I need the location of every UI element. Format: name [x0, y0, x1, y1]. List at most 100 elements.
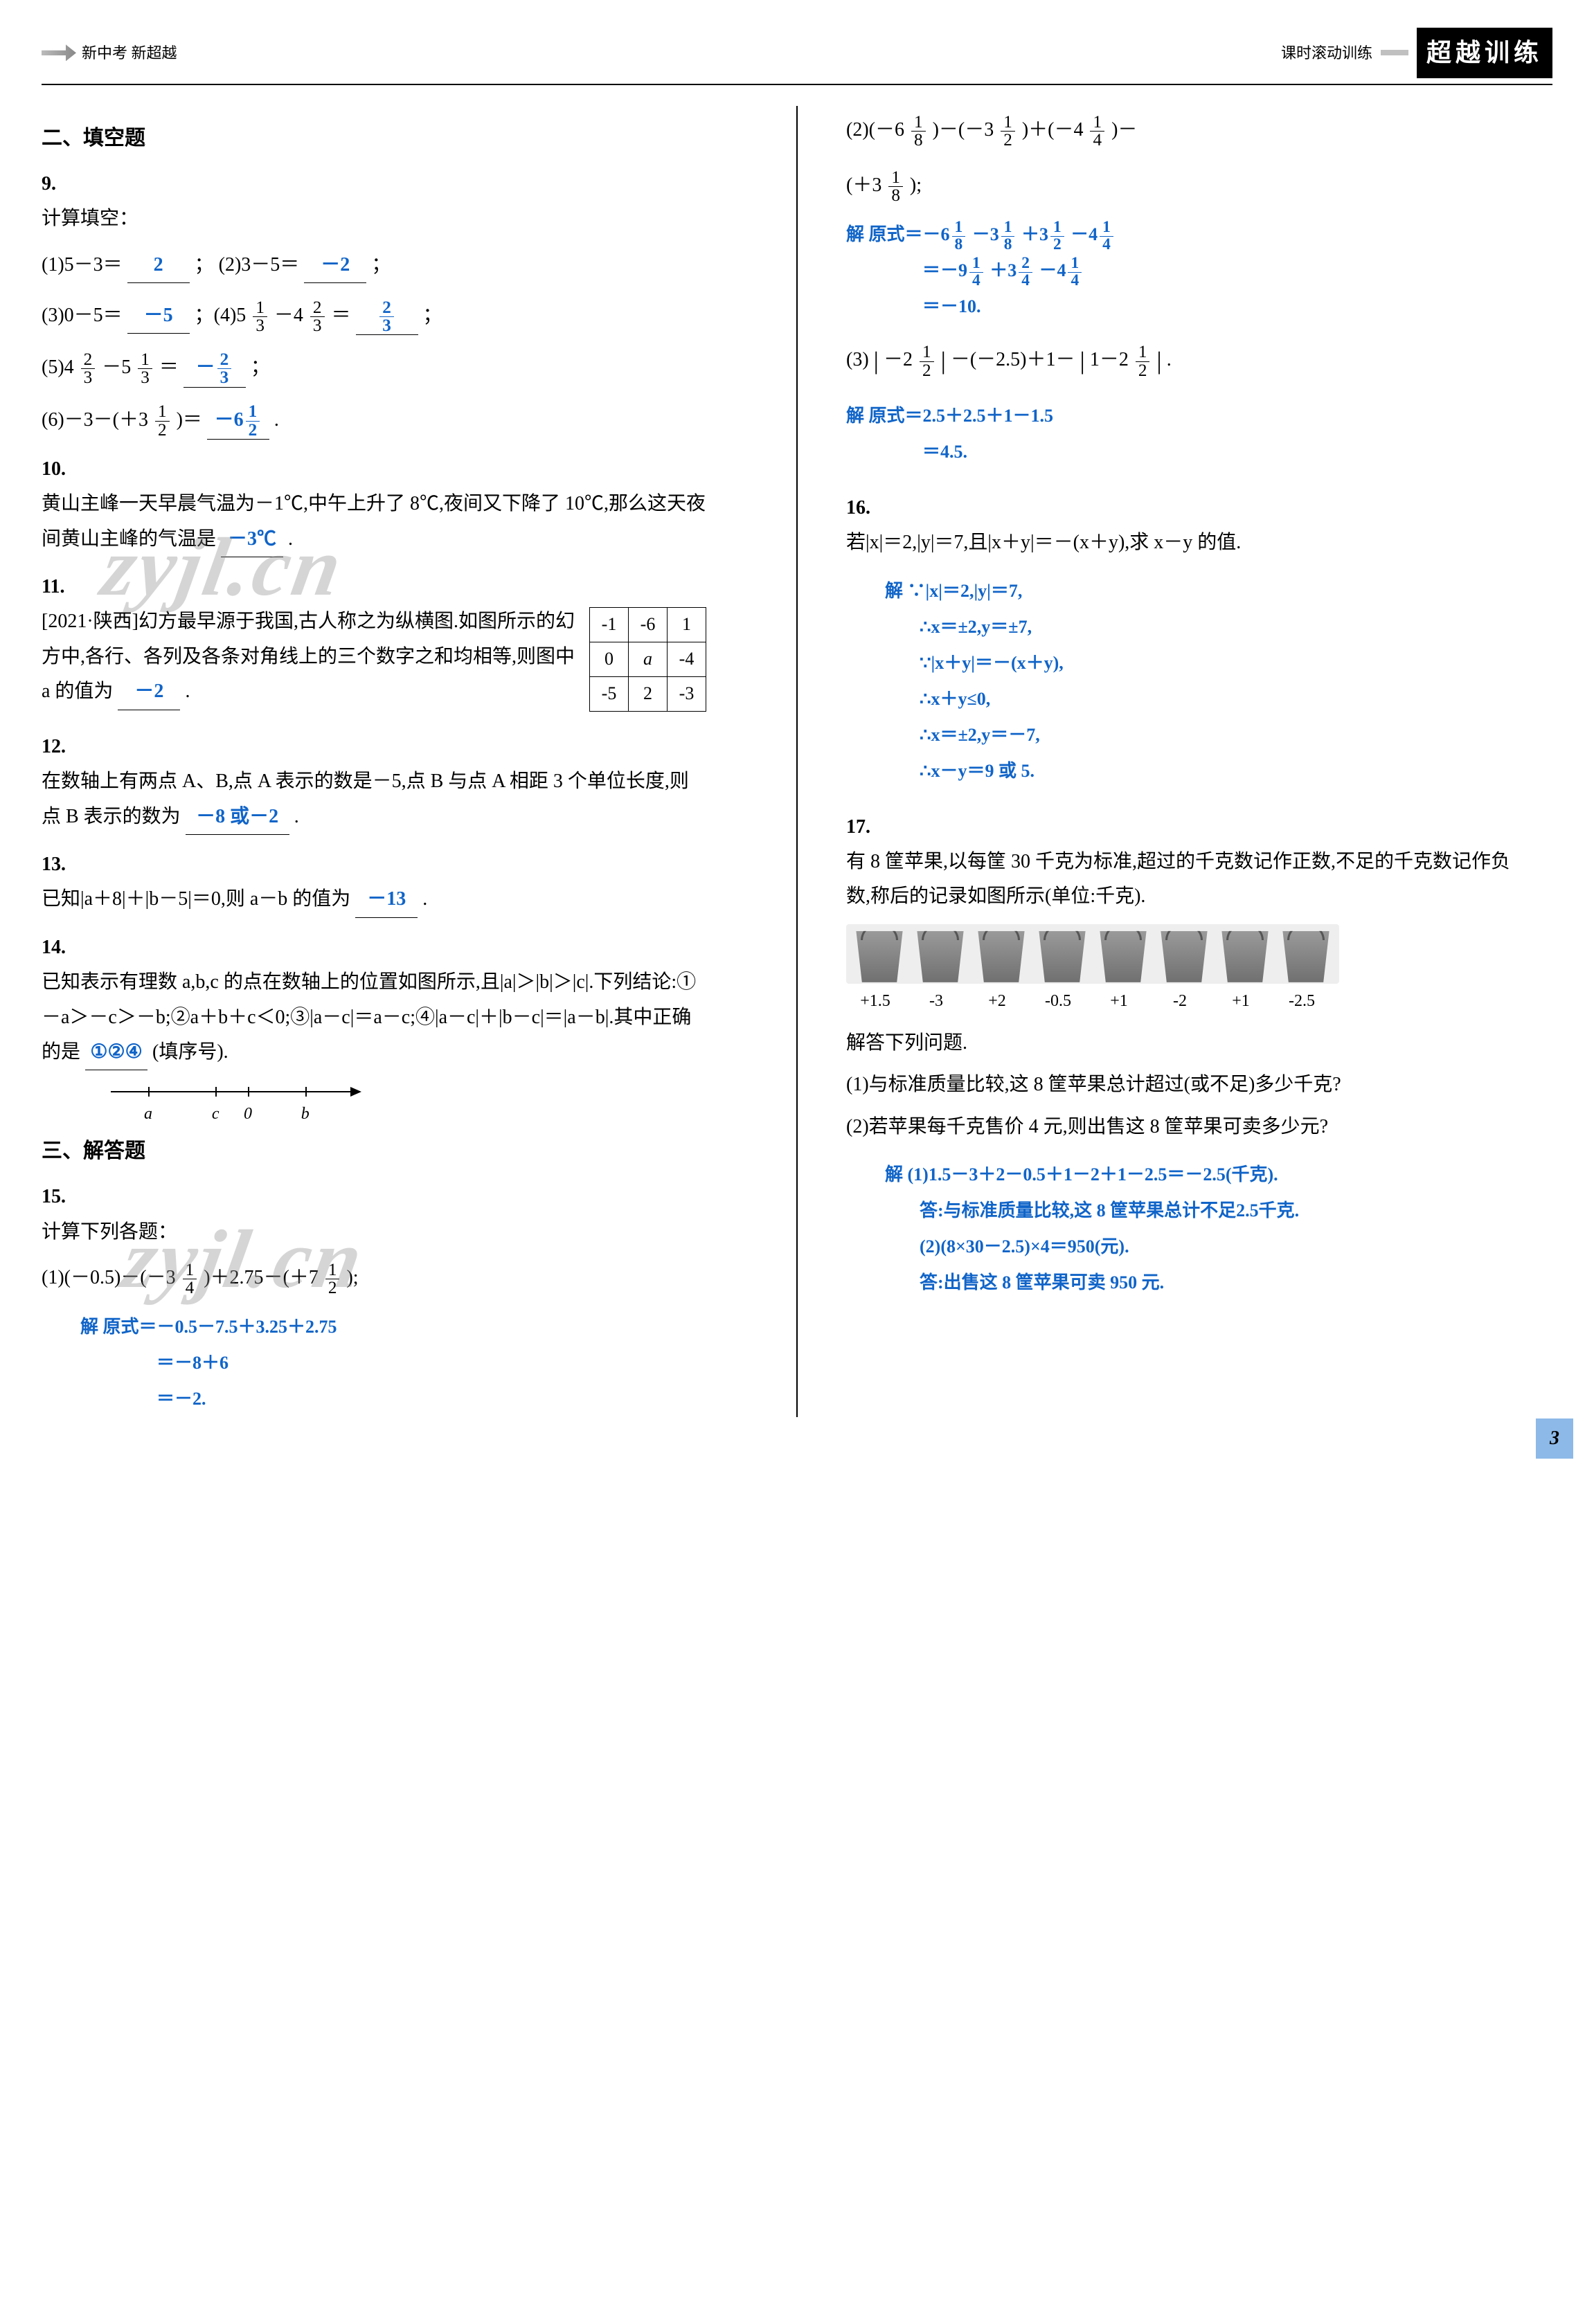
- question-number: 16.: [846, 491, 884, 525]
- header-right: 课时滚动训练 超越训练: [1281, 28, 1552, 78]
- banner-underline-icon: [1381, 50, 1408, 55]
- q9-2-ans: －2: [321, 248, 350, 282]
- q15-1: (1)(－0.5)－(－3: [42, 1267, 176, 1288]
- question-9: 9. 计算填空： (1)5－3＝ 2 ； (2)3－5＝ －2 ； (3)0－5…: [42, 167, 748, 440]
- q11-ans: －2: [134, 674, 163, 709]
- question-number: 13.: [42, 847, 79, 882]
- eq: ＝: [159, 357, 179, 378]
- page-number: 3: [1536, 1418, 1573, 1459]
- q9-3-sep: ；(4)5: [195, 305, 247, 326]
- q14-tail: (填序号).: [152, 1041, 229, 1063]
- q10-ans: －3℃: [228, 522, 276, 557]
- q15-tail: );: [346, 1267, 358, 1288]
- buckets-figure: [846, 924, 1339, 984]
- tail: .: [288, 528, 293, 550]
- q10-body: 黄山主峰一天早晨气温为－1℃,中午上升了 8℃,夜间又下降了 10℃,那么这天夜…: [42, 493, 706, 549]
- tail: .: [422, 888, 427, 910]
- eq: ＝: [332, 305, 351, 326]
- close: )＝: [177, 409, 202, 431]
- question-number: 17.: [846, 810, 884, 845]
- question-14: 14. 已知表示有理数 a,b,c 的点在数轴上的位置如图所示,且|a|＞|b|…: [42, 930, 748, 1119]
- question-13: 13. 已知|a＋8|＋|b－5|＝0,则 a－b 的值为 －13 .: [42, 847, 748, 918]
- q13-body: 已知|a＋8|＋|b－5|＝0,则 a－b 的值为: [42, 888, 350, 910]
- question-16: 16. 若|x|＝2,|y|＝7,且|x＋y|＝－(x＋y),求 x－y 的值.: [846, 491, 1552, 561]
- question-15: 15. 计算下列各题： (1)(－0.5)－(－3 14 )＋2.75－(＋7 …: [42, 1180, 748, 1297]
- q15-1b: )＋2.75－(＋7: [204, 1267, 319, 1288]
- magic-square-table: -1-61 0a-4 -52-3: [589, 607, 706, 711]
- arrow-left-icon: [42, 44, 76, 61]
- question-number: 10.: [42, 452, 79, 487]
- q9-6-ans-whole: －6: [215, 409, 244, 431]
- question-10: 10. 黄山主峰一天早晨气温为－1℃,中午上升了 8℃,夜间又下降了 10℃,那…: [42, 452, 748, 557]
- tail: ；: [251, 357, 270, 378]
- q9-1-pre: (1)5－3＝: [42, 254, 123, 276]
- fraction: 12: [155, 403, 170, 438]
- tail: .: [294, 806, 299, 827]
- fraction: 18: [911, 114, 926, 149]
- q9-6-pre: (6)－3－(＋3: [42, 409, 148, 431]
- q9-stem: 计算填空：: [42, 208, 138, 229]
- q9-3-pre: (3)0－5＝: [42, 305, 123, 326]
- fraction: 14: [1090, 114, 1104, 149]
- q9-5-ans: 23: [217, 351, 232, 386]
- q9-tail: ；: [371, 254, 391, 276]
- question-number: 11.: [42, 570, 79, 604]
- q15-3-solution: 解 原式＝2.5＋2.5＋1－1.5 ＝4.5.: [846, 398, 1552, 470]
- q9-6-ans: 12: [246, 403, 260, 438]
- question-15-2: (2)(－6 18 )－(－3 12 )＋(－4 14 )－ (＋3 18 );: [846, 113, 1552, 205]
- q12-ans: －8 或－2: [196, 800, 278, 834]
- q9-5-pre: (5)4: [42, 357, 74, 378]
- left-column: zyjl.cn zyjl.cn 二、填空题 9. 计算填空： (1)5－3＝ 2…: [42, 106, 748, 1418]
- q9-1-ans: 2: [154, 248, 163, 282]
- question-number: 15.: [42, 1180, 79, 1214]
- fraction: 12: [920, 343, 934, 379]
- fraction: 12: [1136, 343, 1150, 379]
- fraction: 13: [138, 351, 152, 386]
- tail: .: [185, 681, 190, 702]
- header-banner: 超越训练: [1417, 28, 1552, 78]
- header-left: 新中考 新超越: [42, 39, 177, 67]
- q17-p1: (1)与标准质量比较,这 8 筐苹果总计超过(或不足)多少千克?: [846, 1068, 1511, 1102]
- right-column: (2)(－6 18 )－(－3 12 )＋(－4 14 )－ (＋3 18 );…: [846, 106, 1552, 1418]
- question-12: 12. 在数轴上有两点 A、B,点 A 表示的数是－5,点 B 与点 A 相距 …: [42, 730, 748, 835]
- q15-stem: 计算下列各题：: [42, 1221, 177, 1243]
- header-left-text: 新中考 新超越: [82, 39, 177, 67]
- question-11: 11. -1-61 0a-4 -52-3 [2021·陕西]幻方最早源于我国,古…: [42, 570, 748, 717]
- section-title-2: 二、填空题: [42, 120, 748, 157]
- fraction: 12: [325, 1261, 340, 1297]
- q15-2-pre: (2)(－6: [846, 119, 904, 141]
- q16-solution: 解 ∵|x|＝2,|y|＝7, ∴x＝±2,y＝±7, ∵|x＋y|＝－(x＋y…: [885, 573, 1552, 789]
- q12-body: 在数轴上有两点 A、B,点 A 表示的数是－5,点 B 与点 A 相距 3 个单…: [42, 771, 689, 827]
- header-right-small: 课时滚动训练: [1281, 39, 1372, 67]
- fraction: 23: [310, 299, 325, 334]
- q9-3-ans: －5: [144, 298, 173, 333]
- q17-body: 有 8 筐苹果,以每筐 30 千克为标准,超过的千克数记作正数,不足的千克数记作…: [846, 851, 1510, 907]
- fraction: 23: [81, 351, 96, 386]
- minus: －4: [274, 305, 303, 326]
- tail: .: [274, 409, 279, 431]
- bucket-labels: +1.5-3 +2-0.5 +1-2 +1-2.5: [846, 987, 1511, 1016]
- question-number: 14.: [42, 930, 79, 965]
- question-number: 12.: [42, 730, 79, 764]
- q9-4-ans: 23: [379, 299, 394, 334]
- q17-solution: 解 (1)1.5－3＋2－0.5＋1－2＋1－2.5＝－2.5(千克). 答:与…: [885, 1157, 1552, 1301]
- q16-body: 若|x|＝2,|y|＝7,且|x＋y|＝－(x＋y),求 x－y 的值.: [846, 525, 1511, 560]
- q13-ans: －13: [367, 882, 406, 917]
- q17-p2: (2)若苹果每千克售价 4 元,则出售这 8 筐苹果可卖多少元?: [846, 1110, 1511, 1144]
- section-title-3: 三、解答题: [42, 1133, 748, 1170]
- number-line: a c 0 b: [111, 1077, 360, 1119]
- question-15-3: (3) | －2 12 | －(－2.5)＋1－ | 1－2 12 | .: [846, 339, 1552, 384]
- tail: ；: [423, 305, 442, 326]
- fraction: 18: [888, 169, 903, 204]
- fraction: 14: [183, 1261, 197, 1297]
- question-17: 17. 有 8 筐苹果,以每筐 30 千克为标准,超过的千克数记作正数,不足的千…: [846, 810, 1552, 1145]
- q9-5-ans-sign: －: [196, 357, 215, 378]
- page-header: 新中考 新超越 课时滚动训练 超越训练: [42, 28, 1552, 85]
- q15-2-solution: 解 原式＝－618 －318 ＋312 －414 ＝－914 ＋324 －414…: [846, 217, 1552, 325]
- q17-sub: 解答下列问题.: [846, 1026, 1511, 1061]
- q15-1-solution: 解 原式＝－0.5－7.5＋3.25＋2.75 ＝－8＋6 ＝－2.: [80, 1309, 748, 1417]
- column-divider: [796, 106, 798, 1418]
- q9-1-sep: ； (2)3－5＝: [195, 254, 300, 276]
- fraction: 13: [253, 299, 267, 334]
- minus: －5: [102, 357, 131, 378]
